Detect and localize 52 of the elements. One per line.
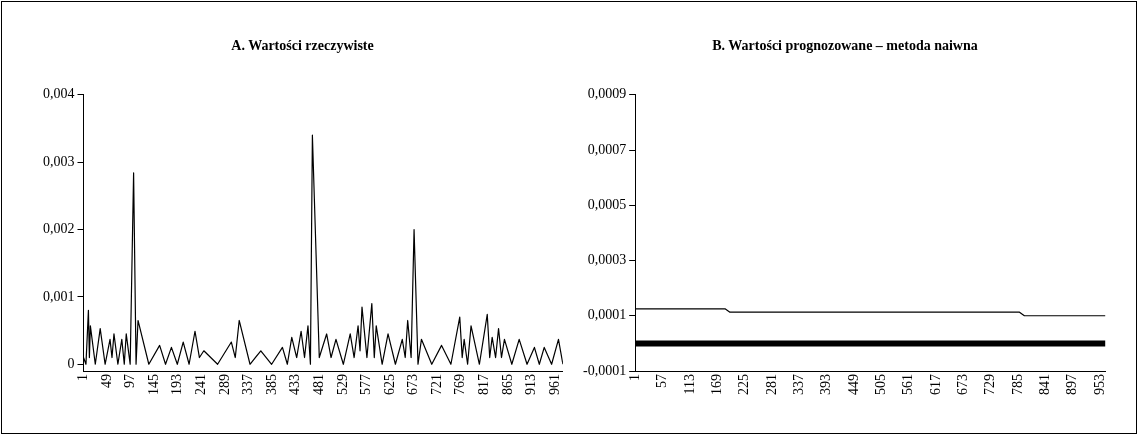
chart-title: A. Wartości rzeczywiste <box>231 38 374 54</box>
x-tick-label: 113 <box>681 374 697 395</box>
x-tick-label: 769 <box>452 374 468 395</box>
x-tick-label: 385 <box>263 374 279 395</box>
x-tick-label: 1 <box>75 374 91 381</box>
x-tick-label: 449 <box>845 374 861 395</box>
x-tick-label: 577 <box>358 374 374 395</box>
y-tick-label: 0 <box>67 355 75 371</box>
y-tick-label: 0,003 <box>43 153 75 169</box>
x-tick-label: 281 <box>763 374 779 395</box>
x-tick-label: 865 <box>499 374 515 395</box>
x-tick-label: 433 <box>287 374 303 395</box>
x-tick-label: 1 <box>626 374 642 381</box>
x-tick-label: 169 <box>708 374 724 395</box>
x-tick-label: 225 <box>736 374 752 395</box>
x-tick-label: 673 <box>405 374 421 395</box>
x-tick-label: 193 <box>169 374 185 395</box>
y-tick-label: 0,0001 <box>587 307 627 323</box>
x-tick-label: 673 <box>955 374 971 395</box>
x-tick-label: 505 <box>872 374 888 395</box>
x-tick-label: 953 <box>1091 374 1107 395</box>
x-tick-label: 529 <box>334 374 350 395</box>
x-tick-label: 961 <box>546 374 562 395</box>
x-tick-label: 241 <box>193 374 209 395</box>
x-tick-label: 337 <box>790 374 806 395</box>
x-tick-label: 785 <box>1009 374 1025 395</box>
y-tick-label: -0,0001 <box>582 362 627 378</box>
y-tick-label: 0,0009 <box>587 86 627 102</box>
y-tick-label: 0,0003 <box>587 252 627 268</box>
x-tick-label: 145 <box>145 374 161 395</box>
x-tick-label: 481 <box>310 374 326 395</box>
chart-title: B. Wartości prognozowane – metoda naiwna <box>712 38 978 54</box>
x-tick-label: 393 <box>818 374 834 395</box>
x-tick-label: 817 <box>475 374 491 395</box>
y-tick-label: 0,002 <box>43 221 75 237</box>
y-tick-label: 0,0007 <box>587 141 627 157</box>
x-tick-label: 289 <box>216 374 232 395</box>
x-tick-label: 913 <box>523 374 539 395</box>
x-tick-label: 841 <box>1037 374 1053 395</box>
y-tick-label: 0,0005 <box>587 196 627 212</box>
x-tick-label: 897 <box>1064 374 1080 395</box>
y-tick-label: 0,004 <box>43 86 75 102</box>
x-tick-label: 561 <box>900 374 916 395</box>
x-tick-label: 729 <box>982 374 998 395</box>
x-tick-label: 97 <box>122 374 138 388</box>
x-tick-label: 625 <box>381 374 397 395</box>
x-tick-label: 57 <box>654 374 670 388</box>
x-tick-label: 49 <box>98 374 114 388</box>
x-tick-label: 337 <box>240 374 256 395</box>
x-tick-label: 617 <box>927 374 943 395</box>
x-tick-label: 721 <box>428 374 444 395</box>
y-tick-label: 0,001 <box>43 288 75 304</box>
